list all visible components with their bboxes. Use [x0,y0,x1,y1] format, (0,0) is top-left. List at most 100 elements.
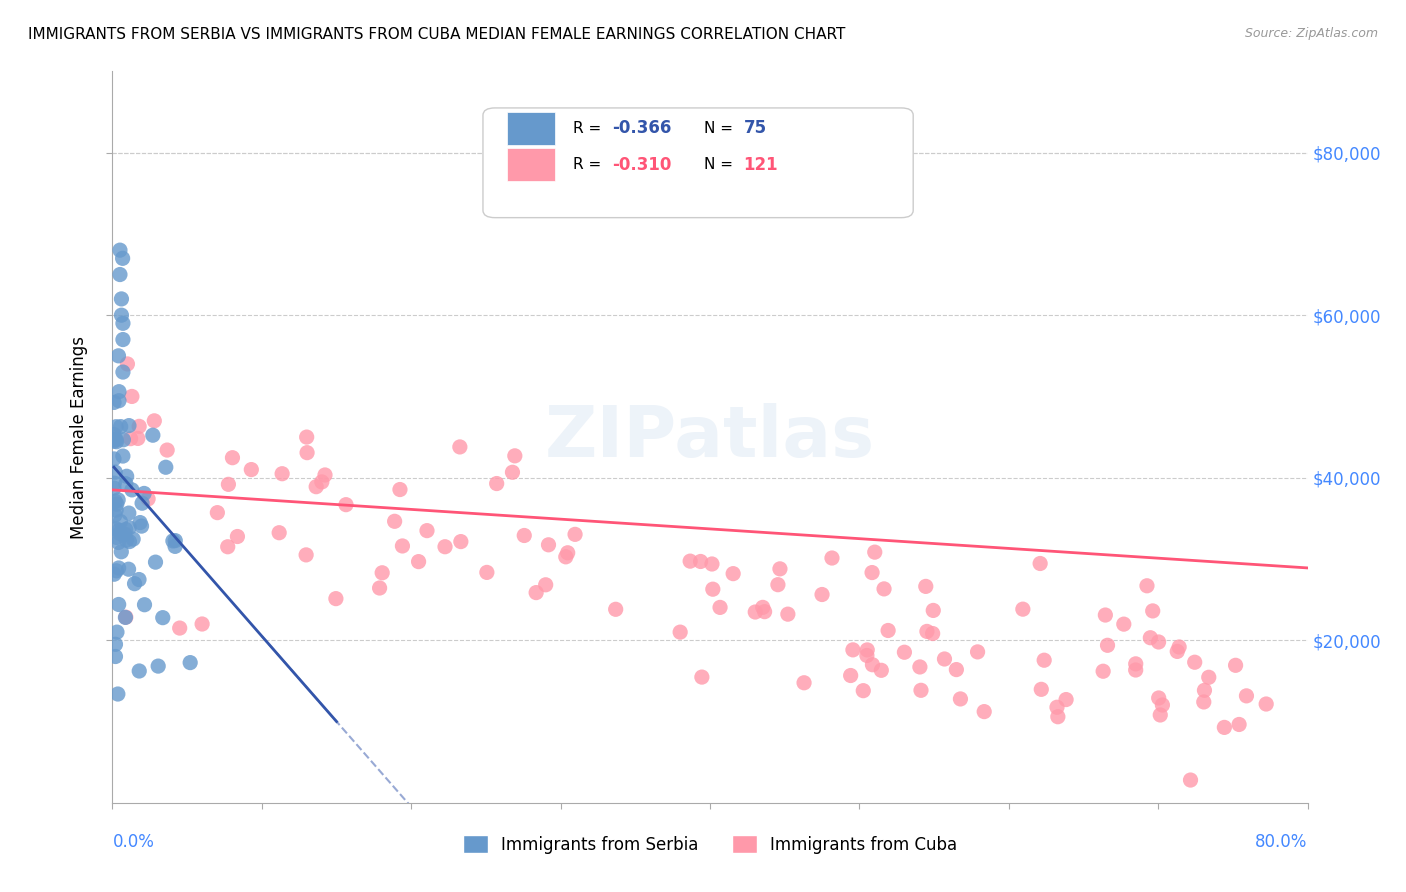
Text: 0.0%: 0.0% [112,833,155,851]
Immigrants from Cuba [966,645,988,659]
Immigrants from Cuba [1125,657,1147,671]
Immigrants from Serbia [128,664,150,678]
Immigrants from Cuba [325,591,347,606]
Immigrants from Cuba [914,579,936,593]
Immigrants from Cuba [416,524,439,538]
Text: 75: 75 [744,120,766,137]
Immigrants from Cuba [1136,579,1159,593]
Immigrants from Serbia [114,523,136,537]
Immigrants from Serbia [128,573,150,587]
Immigrants from Cuba [117,357,139,371]
Immigrants from Serbia [108,523,131,537]
Immigrants from Cuba [870,663,893,677]
Immigrants from Cuba [873,582,896,596]
Immigrants from Serbia [103,481,125,495]
Text: R =: R = [572,121,606,136]
Immigrants from Cuba [769,562,792,576]
Immigrants from Cuba [221,450,243,465]
Immigrants from Serbia [122,532,145,546]
Immigrants from Serbia [110,515,132,529]
Immigrants from Serbia [121,483,143,497]
Immigrants from Cuba [877,624,900,638]
Immigrants from Serbia [131,519,153,533]
Immigrants from Cuba [910,683,932,698]
Immigrants from Cuba [384,514,406,528]
Immigrants from Serbia [165,533,187,548]
Immigrants from Cuba [1033,653,1056,667]
Text: IMMIGRANTS FROM SERBIA VS IMMIGRANTS FROM CUBA MEDIAN FEMALE EARNINGS CORRELATIO: IMMIGRANTS FROM SERBIA VS IMMIGRANTS FRO… [28,27,845,42]
Immigrants from Serbia [105,419,128,434]
Immigrants from Cuba [501,465,523,479]
Immigrants from Serbia [111,449,134,463]
Immigrants from Serbia [105,564,128,578]
Immigrants from Cuba [1142,604,1164,618]
Immigrants from Cuba [537,538,560,552]
Immigrants from Serbia [114,476,136,491]
Immigrants from Cuba [751,600,773,615]
Immigrants from Cuba [1227,717,1250,731]
Immigrants from Cuba [669,625,692,640]
Immigrants from Serbia [111,316,134,330]
Immigrants from Serbia [105,434,128,449]
Immigrants from Cuba [226,529,249,543]
Immigrants from Cuba [1094,608,1116,623]
Immigrants from Serbia [145,555,167,569]
Immigrants from Cuba [973,705,995,719]
Immigrants from Cuba [893,645,915,659]
Immigrants from Cuba [842,643,865,657]
Immigrants from Cuba [121,389,143,403]
Immigrants from Cuba [114,610,136,624]
Text: -0.366: -0.366 [612,120,672,137]
Immigrants from Serbia [104,508,127,523]
Immigrants from Cuba [679,554,702,568]
Immigrants from Cuba [217,477,239,491]
Immigrants from Serbia [108,526,131,541]
Legend: Immigrants from Serbia, Immigrants from Cuba: Immigrants from Serbia, Immigrants from … [456,829,965,860]
Immigrants from Cuba [862,657,884,672]
Immigrants from Cuba [503,449,526,463]
Immigrants from Serbia [131,496,153,510]
Immigrants from Serbia [107,349,129,363]
Immigrants from Cuba [127,432,149,446]
Immigrants from Cuba [709,600,731,615]
Immigrants from Cuba [524,585,547,599]
Immigrants from Serbia [118,534,141,549]
Immigrants from Cuba [1112,617,1135,632]
Immigrants from Serbia [108,393,131,408]
Immigrants from Cuba [860,566,883,580]
Immigrants from Cuba [744,605,766,619]
Immigrants from Cuba [908,660,931,674]
Immigrants from Cuba [1149,708,1171,723]
Immigrants from Cuba [1236,689,1258,703]
Text: Source: ZipAtlas.com: Source: ZipAtlas.com [1244,27,1378,40]
Immigrants from Serbia [110,292,132,306]
Immigrants from Serbia [152,610,174,624]
Immigrants from Cuba [1054,692,1077,706]
Immigrants from Cuba [1029,557,1052,571]
Immigrants from Serbia [118,418,141,433]
Immigrants from Cuba [564,527,586,541]
Immigrants from Cuba [1092,665,1115,679]
Immigrants from Cuba [120,432,142,446]
Immigrants from Serbia [142,428,165,442]
Immigrants from Cuba [605,602,627,616]
Immigrants from Serbia [103,395,125,409]
Immigrants from Cuba [945,663,967,677]
Immigrants from Serbia [114,610,136,624]
Immigrants from Cuba [408,555,430,569]
Immigrants from Cuba [513,528,536,542]
Immigrants from Serbia [111,365,134,379]
Immigrants from Cuba [1097,638,1119,652]
Immigrants from Cuba [271,467,294,481]
Immigrants from Serbia [107,561,129,575]
Immigrants from Serbia [107,535,129,549]
Immigrants from Cuba [314,467,336,482]
Immigrants from Cuba [766,577,789,591]
Immigrants from Cuba [240,462,263,476]
Immigrants from Serbia [179,656,201,670]
Bar [508,148,554,181]
Immigrants from Cuba [700,557,723,571]
Immigrants from Serbia [155,460,177,475]
Immigrants from Serbia [103,451,125,466]
Immigrants from Serbia [111,333,134,347]
